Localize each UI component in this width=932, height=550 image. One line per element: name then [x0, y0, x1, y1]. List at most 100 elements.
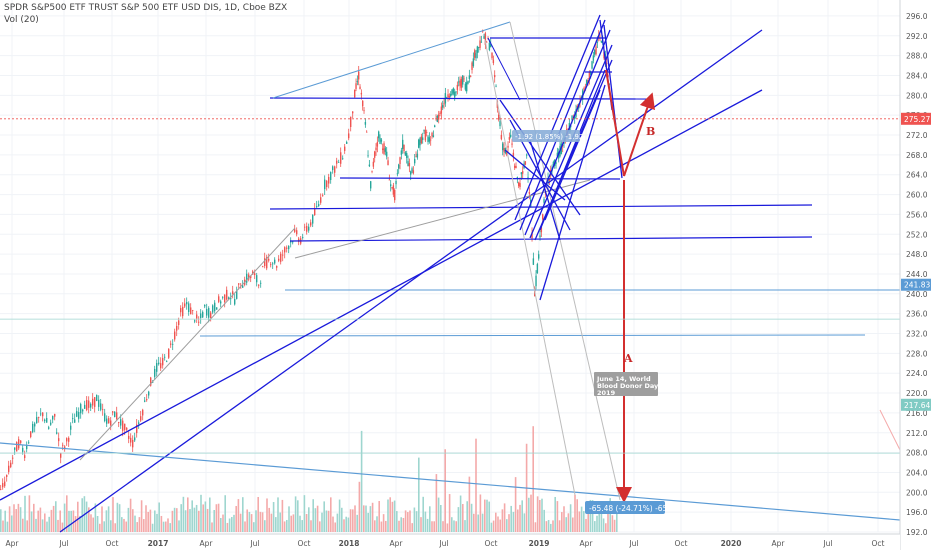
y-tick-label: 248.0: [906, 250, 928, 259]
volume-bar: [297, 500, 299, 532]
volume-bar: [594, 521, 596, 532]
candle-body: [198, 321, 200, 323]
candle-body: [320, 197, 322, 203]
volume-bar: [226, 522, 229, 532]
x-axis-bg: [0, 534, 900, 550]
volume-bar: [492, 520, 495, 532]
candle-body: [382, 148, 384, 151]
candle-body: [512, 152, 515, 157]
volume-bar: [459, 495, 462, 532]
x-tick-label: Oct: [485, 539, 498, 548]
candle-body: [274, 259, 276, 264]
volume-bar: [61, 522, 64, 532]
candle-body: [268, 258, 270, 261]
volume-bar: [583, 511, 585, 532]
trend-line: [529, 139, 561, 241]
projection-arrows: [605, 69, 655, 503]
candle-body: [455, 91, 457, 93]
candle-body: [188, 303, 190, 313]
candle-body: [114, 411, 116, 418]
volume-bar: [261, 512, 264, 532]
volume-bar: [393, 500, 396, 532]
candle-body: [6, 474, 8, 477]
candle-body: [499, 121, 501, 127]
volume-bar: [259, 511, 262, 532]
candle-body: [448, 96, 451, 98]
candle-body: [132, 439, 134, 448]
volume-bar: [424, 511, 427, 532]
volume-bar: [211, 522, 213, 532]
volume-bar: [389, 497, 391, 532]
volume-bar: [195, 504, 198, 532]
candle-body: [290, 240, 292, 243]
volume-bar: [484, 499, 486, 532]
y-tick-label: 288.0: [906, 52, 928, 61]
candle-body: [228, 297, 230, 300]
candle-body: [282, 254, 284, 256]
candle-body: [134, 437, 136, 441]
volume-bar: [354, 505, 356, 532]
volume-bar: [358, 481, 361, 532]
volume-bar: [519, 504, 521, 532]
volume-bar: [167, 518, 169, 532]
volume-bar: [272, 502, 275, 532]
volume-bar: [193, 507, 196, 532]
volume-bar: [466, 501, 468, 532]
trend-line: [289, 236, 813, 242]
candle-body: [234, 298, 236, 305]
volume-bar: [235, 506, 237, 532]
volume-bar: [607, 506, 609, 532]
candle-body: [595, 46, 597, 55]
candle-body: [366, 131, 368, 133]
candle-body: [260, 282, 262, 284]
candle-body: [162, 357, 164, 366]
candle-body: [194, 320, 196, 322]
y-tick-label: 244.0: [906, 270, 928, 279]
volume-bar: [50, 509, 53, 532]
y-tick-label: 296.0: [906, 12, 928, 21]
y-tick-label: 268.0: [906, 151, 928, 160]
candle-body: [403, 144, 405, 152]
candle-body: [374, 151, 376, 158]
volume-bar: [506, 519, 508, 532]
volume-bar: [321, 512, 323, 532]
y-tick-label: 236.0: [906, 310, 928, 319]
candle-body: [342, 158, 344, 160]
volume-bar: [470, 503, 473, 532]
volume-bar: [85, 501, 88, 532]
candle-body: [438, 114, 440, 120]
volume-bar: [479, 494, 482, 532]
candle-body: [600, 40, 603, 43]
volume-bar: [154, 510, 156, 532]
candle-body: [0, 489, 2, 490]
volume-bar: [407, 512, 409, 532]
candle-body: [14, 447, 16, 450]
candle-body: [336, 160, 338, 164]
candle-body: [484, 33, 487, 45]
candle-body: [427, 136, 429, 143]
candle-body: [170, 343, 172, 345]
volume-bar: [255, 510, 257, 532]
volume-bar: [497, 516, 499, 532]
volume-bar: [528, 497, 530, 532]
candle-body: [10, 462, 12, 468]
candle-body: [184, 303, 186, 307]
volume-bar: [327, 510, 330, 532]
candle-body: [288, 246, 290, 250]
candle-body: [491, 52, 493, 59]
volume-bar: [514, 477, 517, 532]
volume-bar: [574, 494, 576, 532]
candle-body: [418, 139, 420, 148]
volume-bar: [556, 501, 559, 532]
volume-bar: [457, 507, 460, 532]
volume-bar: [143, 519, 145, 532]
candle-body: [190, 307, 192, 315]
candle-body: [571, 115, 573, 121]
price-badge-label: 275.27: [904, 115, 930, 124]
candle-body: [344, 146, 346, 151]
volume-bar: [233, 514, 235, 532]
volume-bar: [486, 499, 488, 532]
candle-body: [168, 348, 170, 358]
candle-body: [392, 185, 395, 195]
